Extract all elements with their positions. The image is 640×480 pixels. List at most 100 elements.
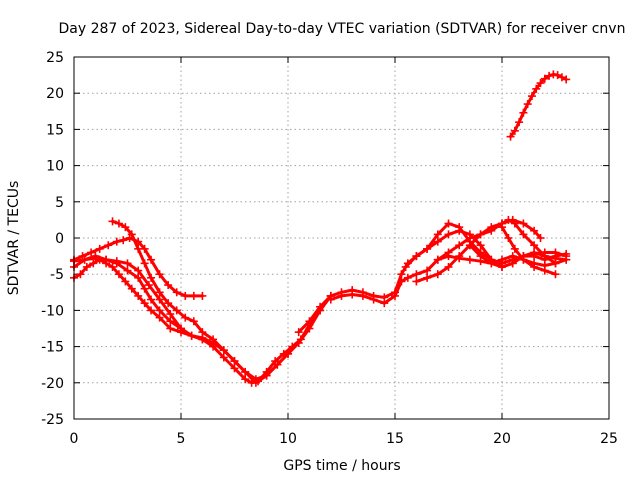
data-point: [455, 252, 464, 261]
data-point: [140, 259, 149, 268]
data-point: [155, 306, 164, 315]
data-point: [498, 223, 506, 232]
data-point: [123, 259, 132, 268]
data-point: [181, 313, 190, 322]
data-point: [551, 259, 560, 268]
data-point: [114, 219, 123, 228]
data-point: [423, 266, 432, 275]
data-point: [189, 291, 198, 300]
data-point: [121, 223, 130, 232]
data-point: [177, 324, 185, 333]
y-axis-label: SDTVAR / TECUs: [6, 181, 22, 296]
data-point: [348, 290, 357, 299]
y-tick-label: 25: [46, 50, 64, 66]
data-point: [523, 100, 532, 109]
y-tick-label: 0: [55, 231, 64, 247]
series-track-a: [70, 255, 335, 387]
series-track-g: [326, 252, 571, 308]
data-point: [181, 291, 190, 300]
data-point: [82, 262, 91, 271]
data-point: [358, 291, 367, 300]
data-point: [401, 262, 410, 271]
data-point: [498, 262, 506, 271]
series-track-d: [108, 217, 335, 384]
data-point: [230, 364, 239, 373]
x-axis-label: GPS time / hours: [283, 458, 400, 474]
data-point: [504, 234, 513, 242]
data-point: [147, 306, 156, 315]
data-point: [536, 234, 545, 242]
x-tick-label: 25: [600, 431, 618, 447]
data-point: [198, 291, 207, 300]
data-point: [519, 255, 528, 264]
data-point: [562, 75, 571, 84]
data-point: [241, 375, 250, 384]
data-point: [155, 270, 164, 279]
data-point: [198, 328, 207, 337]
data-point: [219, 353, 228, 362]
data-point: [147, 295, 156, 304]
series-line: [468, 243, 568, 269]
data-point: [89, 259, 98, 268]
data-point: [91, 254, 100, 263]
data-point: [273, 360, 282, 369]
data-point: [444, 219, 453, 228]
data-point: [284, 349, 292, 358]
data-point: [112, 237, 121, 246]
data-point: [127, 230, 136, 239]
data-point: [134, 266, 143, 275]
data-point: [230, 357, 239, 366]
x-tick-label: 0: [70, 431, 79, 447]
data-point: [147, 273, 156, 282]
data-point: [164, 299, 173, 308]
data-point: [476, 252, 485, 261]
series-track-l: [498, 223, 560, 279]
data-point: [209, 335, 218, 344]
x-tick-label: 20: [493, 431, 511, 447]
data-point: [397, 270, 406, 279]
y-tick-label: 20: [46, 86, 64, 102]
data-point: [369, 295, 378, 304]
data-point: [487, 259, 496, 268]
data-point: [403, 273, 412, 282]
data-point: [433, 255, 442, 264]
data-point: [508, 215, 517, 224]
data-point: [102, 255, 111, 264]
data-point: [262, 371, 271, 380]
data-point: [144, 281, 153, 290]
series-line: [500, 225, 557, 276]
data-point: [140, 284, 149, 293]
data-point: [498, 255, 506, 264]
data-point: [95, 244, 104, 253]
data-point: [423, 244, 432, 253]
data-point: [444, 230, 453, 239]
data-point: [530, 241, 539, 250]
data-point: [540, 74, 549, 83]
data-point: [241, 367, 250, 376]
axes: 0 5 10 15 20 25 25 20 15 10 5 0 -5 -10 -15 -20 -25: [41, 50, 618, 447]
series-track-j: [433, 215, 545, 264]
data-point: [465, 241, 474, 250]
data-point: [172, 288, 181, 297]
data-point: [294, 338, 303, 347]
data-point: [515, 118, 524, 127]
data-point: [476, 230, 485, 239]
data-point: [108, 262, 117, 271]
data-point: [134, 273, 143, 282]
series-track-c: [70, 234, 207, 300]
data-point: [553, 71, 562, 80]
data-point: [444, 262, 453, 271]
data-point: [172, 306, 181, 315]
data-point: [155, 288, 164, 297]
data-point: [140, 299, 149, 308]
data-point: [519, 108, 528, 117]
y-tick-label: -20: [41, 376, 64, 392]
data-point: [551, 270, 560, 279]
data-point: [119, 236, 128, 245]
data-point: [455, 241, 464, 250]
data-point: [510, 244, 519, 253]
data-point: [305, 317, 314, 326]
y-tick-label: -25: [41, 412, 64, 428]
data-point: [530, 262, 539, 271]
